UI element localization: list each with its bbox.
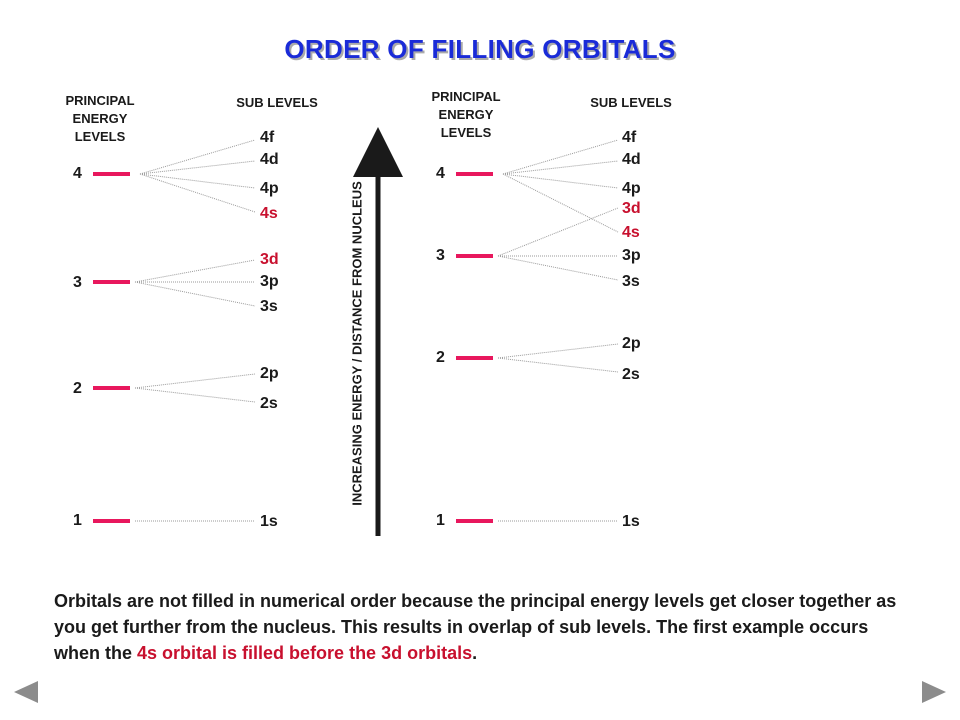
connector-2s [134,387,256,403]
sublevel-4p-label: 4p [622,180,641,197]
sublevel-3p-label: 3p [622,247,641,264]
header-line-energy: ENERGY [438,107,494,122]
principal-level-3-label: 3 [73,274,82,291]
sublevel-3d-label: 3d [260,251,279,268]
principal-level-1-label: 1 [73,512,82,529]
explanation-end: . [472,643,478,663]
connector-2p [497,343,619,359]
connector-2p [134,373,256,389]
connector-3d [497,207,619,257]
principal-level-1-label: 1 [436,512,445,529]
connector-3s [497,255,619,281]
connector-4p [502,173,619,189]
principal-levels-header-right: PRINCIPAL ENERGY LEVELS [424,88,508,142]
header-line-levels: LEVELS [74,129,126,144]
sublevel-3s-label: 3s [622,273,640,290]
sublevel-1s-label: 1s [622,513,640,530]
connector-4s [502,173,619,233]
principal-level-2-label: 2 [73,380,82,397]
principal-level-2-label: 2 [436,349,445,366]
sublevel-4d-label: 4d [622,151,641,168]
sublevel-4s-label: 4s [622,224,640,241]
connector-3s [134,281,256,307]
previous-slide-button[interactable] [14,681,38,703]
sublevel-4p-label: 4p [260,180,279,197]
sublevel-2p-label: 2p [622,335,641,352]
principal-levels-header-left: PRINCIPAL ENERGY LEVELS [58,92,142,146]
header-line-energy: ENERGY [72,111,128,126]
explanation-highlight: 4s orbital is filled before the 3d orbit… [137,643,473,663]
right-connectors [497,139,619,522]
principal-level-4-label: 4 [436,165,445,182]
sublevel-3p-label: 3p [260,273,279,290]
connector-4f [502,139,619,175]
sublevel-4f-label: 4f [622,129,637,146]
connector-3d [134,259,256,283]
explanation-paragraph: Orbitals are not filled in numerical ord… [54,588,914,666]
header-line-principal: PRINCIPAL [65,93,135,108]
sub-levels-header-left: SUB LEVELS [236,95,318,110]
header-line-principal: PRINCIPAL [431,89,501,104]
page-title: ORDER OF FILLING ORBITALS [284,34,676,64]
left-level-bars [93,172,130,523]
sublevel-2p-label: 2p [260,365,279,382]
sublevel-2s-label: 2s [260,395,278,412]
sublevel-4d-label: 4d [260,151,279,168]
principal-level-3-label: 3 [436,247,445,264]
sublevel-3s-label: 3s [260,298,278,315]
next-slide-button[interactable] [922,681,946,703]
right-level-bars [456,172,493,523]
connector-4f [139,139,256,175]
left-connectors [134,139,256,522]
sub-levels-header-right: SUB LEVELS [590,95,672,110]
connector-4d [502,160,619,175]
sublevel-4f-label: 4f [260,129,275,146]
connector-2s [497,357,619,373]
connector-4d [139,160,256,175]
sublevel-2s-label: 2s [622,366,640,383]
connector-4s [139,173,256,213]
principal-level-4-label: 4 [73,165,82,182]
sublevel-3d-label: 3d [622,200,641,217]
connector-4p [139,173,256,189]
energy-axis-label: INCREASING ENERGY / DISTANCE FROM NUCLEU… [349,181,365,506]
header-line-levels: LEVELS [440,125,492,140]
sublevel-1s-label: 1s [260,513,278,530]
explanation-text: Orbitals are not filled in numerical ord… [54,591,897,663]
sublevel-4s-label: 4s [260,205,278,222]
